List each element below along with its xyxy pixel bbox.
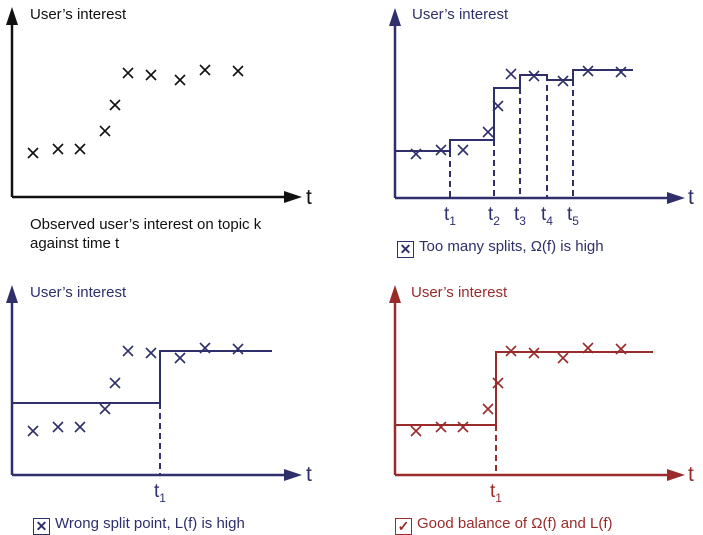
panel2-data-point [582, 65, 594, 77]
panel4-step-function [395, 351, 653, 426]
panel2-data-point [615, 66, 627, 78]
panel1-caption-2: against time t [30, 235, 120, 252]
panel3-data-point [174, 352, 186, 364]
x-box-icon: ✕ [397, 241, 414, 258]
panel4-xlabel: t [688, 463, 694, 486]
panel2-data-point [557, 75, 569, 87]
panel2-step-function [395, 69, 633, 152]
panel2-tick-t4: t4 [541, 204, 553, 228]
panel1-data-point [52, 143, 64, 155]
panel3-data-point [99, 403, 111, 415]
panel2-tick-t2: t2 [488, 204, 500, 228]
panel3-ylabel: User’s interest [30, 284, 127, 301]
panel2-data-point [505, 68, 517, 80]
panel3-tick-t1: t1 [154, 481, 166, 505]
panel4-data-point [615, 343, 627, 355]
panel2-tick-t5: t5 [567, 204, 579, 228]
panel1-data-point [232, 65, 244, 77]
panel4-data-point [492, 377, 504, 389]
panel4-data-point [557, 352, 569, 364]
panel1-data-point [199, 64, 211, 76]
panel2-data-point [410, 148, 422, 160]
panel3-data-point [109, 377, 121, 389]
panel1-ylabel: User’s interest [30, 6, 127, 23]
panel4-caption: ✓ Good balance of Ω(f) and L(f) [395, 514, 612, 535]
panel3-caption: ✕ Wrong split point, L(f) is high [33, 514, 245, 535]
panel1-caption-1: Observed user’s interest on topic k [30, 216, 262, 233]
panel4-data-point [505, 345, 517, 357]
panel3-y-arrow-icon [6, 285, 18, 303]
panel2-data-point [457, 144, 469, 156]
panel3-data-point [52, 421, 64, 433]
panel1-x-arrow-icon [284, 191, 302, 203]
panel1-data-point [27, 147, 39, 159]
panel4-x-arrow-icon [667, 469, 685, 481]
panel1-data-point [145, 69, 157, 81]
panel3-x-arrow-icon [284, 469, 302, 481]
panel4-data-point [457, 421, 469, 433]
panel3-data-point [232, 343, 244, 355]
panel2-data-point [492, 100, 504, 112]
panel4-data-point [528, 347, 540, 359]
panel2-ylabel: User’s interest [412, 6, 509, 23]
panel3-data-point [199, 342, 211, 354]
panel2-caption: ✕ Too many splits, Ω(f) is high [397, 237, 604, 258]
panel3-data-point [27, 425, 39, 437]
panel1-xlabel: t [306, 186, 312, 209]
panel3-data-point [122, 345, 134, 357]
panel2-data-point [528, 70, 540, 82]
panel2-tick-t1: t1 [444, 204, 456, 228]
panel2-tick-t3: t3 [514, 204, 526, 228]
panel3-xlabel: t [306, 463, 312, 486]
panel2-data-point [482, 126, 494, 138]
panel3-step-function [12, 350, 272, 404]
panel4-y-arrow-icon [389, 285, 401, 303]
panel4-ylabel: User’s interest [411, 284, 508, 301]
check-box-icon: ✓ [395, 518, 412, 535]
panel1-data-point [74, 143, 86, 155]
panel4-data-point [435, 421, 447, 433]
panel2-y-arrow-icon [389, 8, 401, 26]
panel4-data-point [410, 425, 422, 437]
x-box-icon: ✕ [33, 518, 50, 535]
panel3-data-point [145, 347, 157, 359]
panel4-tick-t1: t1 [490, 481, 502, 505]
panel1-data-point [99, 125, 111, 137]
panel1-data-point [122, 67, 134, 79]
panel1-y-arrow-icon [6, 7, 18, 25]
panel3-data-point [74, 421, 86, 433]
panel4-data-point [482, 403, 494, 415]
panel2-data-point [435, 144, 447, 156]
panel1-data-point [109, 99, 121, 111]
panel2-x-arrow-icon [667, 192, 685, 204]
panel4-data-point [582, 342, 594, 354]
panel2-xlabel: t [688, 186, 694, 209]
panel1-data-point [174, 74, 186, 86]
